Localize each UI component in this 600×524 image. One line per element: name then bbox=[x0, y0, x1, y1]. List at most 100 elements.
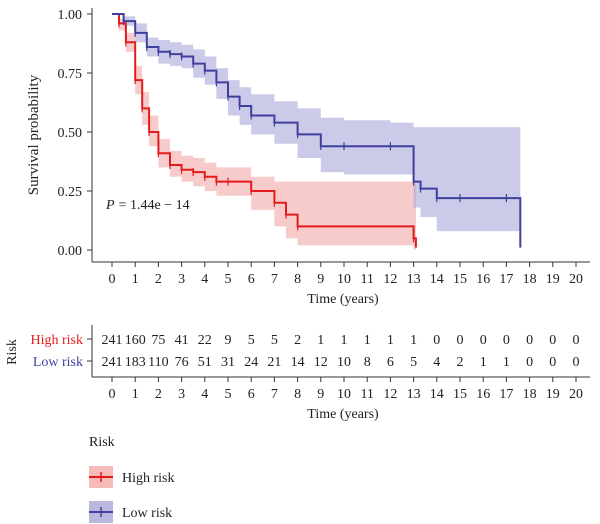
risk-x-tick-label: 17 bbox=[499, 387, 513, 402]
risk-table-x-label: Time (years) bbox=[307, 407, 379, 422]
p-value-annotation: P = 1.44e − 14 bbox=[105, 198, 190, 213]
x-tick-label: 11 bbox=[360, 272, 373, 287]
x-tick-label: 17 bbox=[499, 272, 513, 287]
risk-x-tick-label: 2 bbox=[155, 387, 162, 402]
low-risk-risk-count: 5 bbox=[410, 355, 417, 370]
high-risk-risk-count: 0 bbox=[526, 333, 533, 348]
y-tick-label: 0.50 bbox=[58, 126, 83, 141]
y-tick-label: 0.00 bbox=[58, 244, 83, 259]
low-risk-risk-count: 76 bbox=[175, 355, 189, 370]
x-tick-label: 14 bbox=[430, 272, 444, 287]
high-risk-risk-count: 1 bbox=[410, 333, 417, 348]
high-risk-risk-count: 1 bbox=[364, 333, 371, 348]
high-risk-risk-count: 5 bbox=[271, 333, 278, 348]
risk-x-tick-label: 20 bbox=[569, 387, 583, 402]
risk-table-title: Risk bbox=[5, 339, 20, 365]
low-risk-risk-count: 110 bbox=[148, 355, 168, 370]
low-risk-risk-count: 0 bbox=[573, 355, 580, 370]
x-tick-label: 8 bbox=[294, 272, 301, 287]
risk-x-tick-label: 16 bbox=[476, 387, 490, 402]
risk-x-tick-label: 11 bbox=[360, 387, 373, 402]
high-risk-legend-label: High risk bbox=[122, 471, 175, 486]
risk-x-tick-label: 19 bbox=[546, 387, 560, 402]
x-tick-label: 19 bbox=[546, 272, 560, 287]
high-risk-risk-count: 2 bbox=[294, 333, 301, 348]
low-risk-risk-count: 14 bbox=[291, 355, 305, 370]
low-risk-survival-curve bbox=[112, 13, 522, 248]
x-tick-label: 18 bbox=[523, 272, 537, 287]
x-tick-label: 3 bbox=[178, 272, 185, 287]
low-risk-risk-count: 21 bbox=[267, 355, 281, 370]
y-tick-label: 0.25 bbox=[58, 185, 83, 200]
low-risk-risk-count: 6 bbox=[387, 355, 394, 370]
risk-x-tick-label: 12 bbox=[383, 387, 397, 402]
risk-x-tick-label: 5 bbox=[225, 387, 232, 402]
legend: Risk High risk Low risk bbox=[89, 435, 175, 523]
x-tick-label: 1 bbox=[132, 272, 139, 287]
high-risk-risk-count: 1 bbox=[317, 333, 324, 348]
risk-row-label-high: High risk bbox=[31, 333, 84, 348]
x-tick-label: 20 bbox=[569, 272, 583, 287]
high-risk-risk-count: 5 bbox=[248, 333, 255, 348]
high-risk-confidence-band bbox=[112, 14, 416, 250]
risk-x-tick-label: 4 bbox=[201, 387, 208, 402]
x-tick-label: 16 bbox=[476, 272, 490, 287]
x-tick-label: 10 bbox=[337, 272, 351, 287]
risk-x-tick-label: 1 bbox=[132, 387, 139, 402]
low-risk-legend-label: Low risk bbox=[122, 506, 172, 521]
y-tick-label: 1.00 bbox=[58, 8, 83, 23]
low-risk-risk-count: 1 bbox=[503, 355, 510, 370]
x-tick-label: 6 bbox=[248, 272, 255, 287]
low-risk-confidence-band bbox=[112, 14, 521, 250]
risk-row-label-low: Low risk bbox=[33, 355, 83, 370]
low-risk-risk-count: 1 bbox=[480, 355, 487, 370]
low-risk-risk-count: 241 bbox=[102, 355, 123, 370]
risk-x-tick-label: 10 bbox=[337, 387, 351, 402]
x-axis-label: Time (years) bbox=[307, 292, 379, 307]
low-risk-risk-count: 4 bbox=[433, 355, 440, 370]
risk-x-tick-label: 7 bbox=[271, 387, 278, 402]
low-risk-risk-count: 24 bbox=[244, 355, 258, 370]
risk-x-tick-label: 9 bbox=[317, 387, 324, 402]
high-risk-risk-count: 0 bbox=[457, 333, 464, 348]
low-risk-risk-count: 0 bbox=[526, 355, 533, 370]
x-tick-label: 7 bbox=[271, 272, 278, 287]
y-axis-label: Survival probability bbox=[26, 74, 42, 195]
x-tick-label: 2 bbox=[155, 272, 162, 287]
risk-x-tick-label: 15 bbox=[453, 387, 467, 402]
risk-x-tick-label: 0 bbox=[109, 387, 116, 402]
confidence-bands bbox=[112, 14, 521, 250]
high-risk-risk-count: 0 bbox=[573, 333, 580, 348]
x-tick-label: 15 bbox=[453, 272, 467, 287]
high-risk-risk-count: 41 bbox=[175, 333, 189, 348]
risk-x-tick-label: 3 bbox=[178, 387, 185, 402]
low-risk-risk-count: 51 bbox=[198, 355, 212, 370]
x-tick-label: 4 bbox=[201, 272, 208, 287]
high-risk-risk-count: 22 bbox=[198, 333, 212, 348]
low-risk-risk-count: 183 bbox=[125, 355, 146, 370]
x-tick-label: 12 bbox=[383, 272, 397, 287]
x-tick-label: 13 bbox=[407, 272, 421, 287]
high-risk-risk-count: 75 bbox=[151, 333, 165, 348]
legend-title: Risk bbox=[89, 435, 115, 450]
x-tick-label: 0 bbox=[109, 272, 116, 287]
legend-items: High risk Low risk bbox=[89, 466, 175, 523]
high-risk-risk-count: 1 bbox=[387, 333, 394, 348]
x-tick-label: 9 bbox=[317, 272, 324, 287]
x-tick-label: 5 bbox=[225, 272, 232, 287]
risk-table-x-ticks: 0 1 2 3 4 5 6 7 8 9 10 11 12 13 14 15 16 17 18 19 20 bbox=[109, 377, 583, 402]
risk-x-tick-label: 8 bbox=[294, 387, 301, 402]
high-risk-risk-count: 1 bbox=[341, 333, 348, 348]
high-risk-risk-count: 160 bbox=[125, 333, 146, 348]
high-risk-risk-count: 0 bbox=[480, 333, 487, 348]
low-risk-risk-count: 0 bbox=[549, 355, 556, 370]
high-risk-risk-count: 9 bbox=[225, 333, 232, 348]
low-risk-risk-count: 12 bbox=[314, 355, 328, 370]
high-risk-risk-count: 0 bbox=[503, 333, 510, 348]
high-risk-risk-count: 0 bbox=[549, 333, 556, 348]
risk-x-tick-label: 14 bbox=[430, 387, 444, 402]
risk-x-tick-label: 13 bbox=[407, 387, 421, 402]
censor-marks bbox=[118, 17, 507, 243]
